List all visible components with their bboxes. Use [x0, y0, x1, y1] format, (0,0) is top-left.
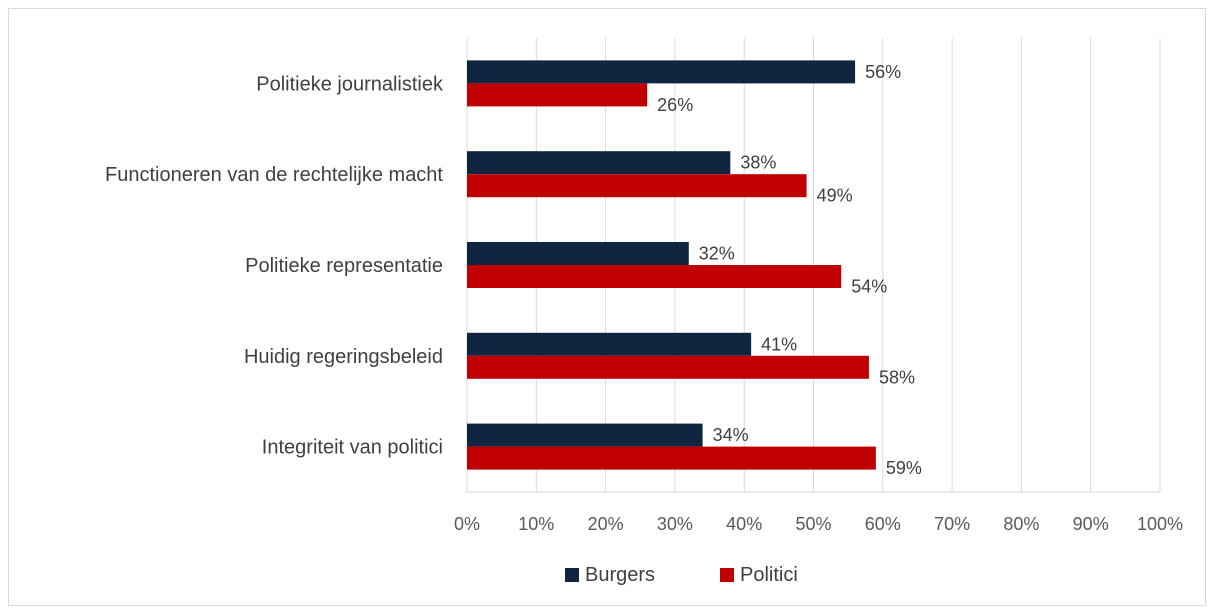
bars — [467, 60, 876, 470]
x-tick-label: 60% — [865, 514, 901, 534]
bar-burgers — [467, 332, 752, 356]
bar-politici — [467, 174, 807, 198]
data-labels: 56% 26% 38% 49% 32% 54% 41% 58% 34% 59% — [657, 62, 922, 478]
x-tick-label: 80% — [1003, 514, 1039, 534]
legend-swatch-politici — [720, 568, 734, 582]
legend: Burgers Politici — [565, 564, 798, 586]
category-label: Politieke representatie — [245, 255, 443, 277]
data-label: 56% — [865, 62, 901, 82]
x-tick-label: 90% — [1073, 514, 1109, 534]
x-tick-label: 50% — [795, 514, 831, 534]
gridlines — [466, 38, 1161, 493]
data-label: 32% — [699, 244, 735, 264]
bar-politici — [467, 355, 869, 379]
category-label: Huidig regeringsbeleid — [244, 346, 443, 368]
x-tick-label: 100% — [1137, 514, 1183, 534]
bar-politici — [467, 265, 842, 288]
bar-politici — [467, 446, 876, 470]
data-label: 59% — [886, 458, 922, 478]
data-label: 58% — [879, 367, 915, 387]
data-label: 26% — [657, 95, 693, 115]
x-tick-label: 20% — [588, 514, 624, 534]
bar-politici — [467, 83, 648, 107]
x-tick-label: 30% — [657, 514, 693, 534]
category-label: Functioneren van de rechtelijke macht — [105, 164, 443, 186]
data-label: 54% — [851, 277, 887, 297]
data-label: 38% — [740, 153, 776, 173]
category-labels: Politieke journalistiek Functioneren van … — [105, 73, 444, 458]
chart-frame — [8, 8, 1206, 606]
x-tick-label: 0% — [454, 514, 480, 534]
legend-swatch-burgers — [565, 568, 579, 582]
data-label: 49% — [817, 186, 853, 206]
category-label: Integriteit van politici — [262, 437, 443, 459]
bar-burgers — [467, 151, 731, 175]
data-label: 41% — [761, 334, 797, 354]
bar-burgers — [467, 423, 703, 447]
bar-burgers — [467, 60, 856, 84]
x-tick-label: 40% — [726, 514, 762, 534]
x-tick-label: 70% — [934, 514, 970, 534]
data-label: 34% — [713, 425, 749, 445]
bar-burgers — [467, 242, 689, 265]
x-tick-label: 10% — [518, 514, 554, 534]
legend-label-politici: Politici — [740, 564, 798, 586]
legend-label-burgers: Burgers — [585, 564, 655, 586]
category-label: Politieke journalistiek — [256, 73, 444, 95]
x-axis-ticks: 0% 10% 20% 30% 40% 50% 60% 70% 80% 90% 100% — [454, 514, 1183, 534]
